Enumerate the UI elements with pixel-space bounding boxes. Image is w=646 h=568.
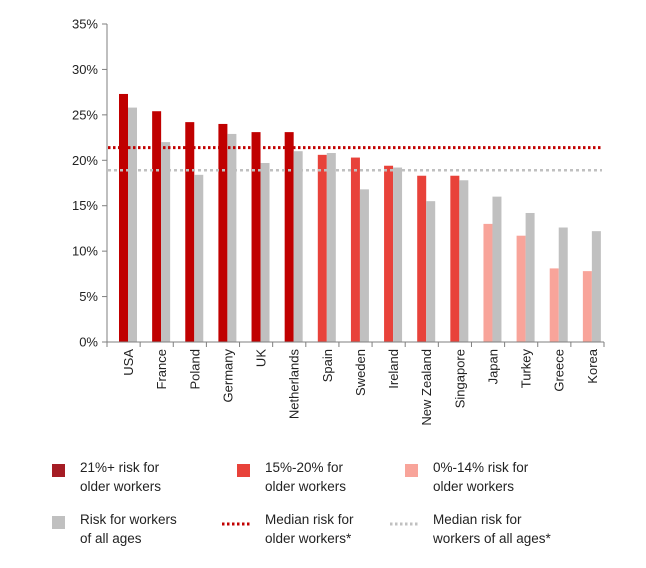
legend-item-1: 15%-20% for older workers xyxy=(237,460,346,494)
bar-all-ages-usa xyxy=(128,107,137,343)
bar-all-ages-japan xyxy=(492,196,502,342)
bar-older-greece xyxy=(549,268,559,342)
y-tick-label: 20% xyxy=(72,153,98,168)
x-tick-label-singapore: Singapore xyxy=(452,349,467,408)
legend-label: workers of all ages* xyxy=(432,531,552,546)
x-tick-label-japan: Japan xyxy=(485,349,500,384)
bar-all-ages-turkey xyxy=(525,212,535,342)
bar-older-spain xyxy=(317,154,327,342)
legend-label: of all ages xyxy=(80,531,142,546)
x-axis: USA France Poland Germany UK Netherlands Spain… xyxy=(106,341,605,426)
legend-swatch xyxy=(405,464,418,477)
legend-label: 21%+ risk for xyxy=(80,460,160,475)
bar-all-ages-france xyxy=(161,142,171,342)
bar-all-ages-korea xyxy=(591,231,601,342)
x-tick-label-sweden: Sweden xyxy=(353,349,368,396)
x-tick-label-usa: USA xyxy=(121,349,136,376)
x-tick-label-netherlands: Netherlands xyxy=(287,349,302,420)
x-tick-label-turkey: Turkey xyxy=(519,349,534,389)
legend-label: Median risk for xyxy=(433,512,522,527)
x-tick-label-new-zealand: New Zealand xyxy=(419,349,434,426)
legend-swatch xyxy=(52,464,65,477)
bar-all-ages-uk xyxy=(260,163,270,342)
bar-older-france xyxy=(152,111,162,342)
bar-older-ireland xyxy=(384,165,394,342)
x-tick-label-spain: Spain xyxy=(320,349,335,382)
legend-item-4: Median risk for older workers* xyxy=(222,512,354,546)
legend-label: 15%-20% for xyxy=(265,460,344,475)
bar-all-ages-spain xyxy=(326,153,336,342)
y-tick-label: 25% xyxy=(72,107,98,122)
bar-older-poland xyxy=(185,122,195,342)
y-tick-label: 10% xyxy=(72,244,98,259)
legend-label: Median risk for xyxy=(265,512,354,527)
bar-all-ages-sweden xyxy=(359,189,369,342)
x-tick-label-greece: Greece xyxy=(552,349,567,392)
legend: 21%+ risk for older workers 15%-20% for old… xyxy=(52,460,552,546)
bar-all-ages-germany xyxy=(227,133,237,342)
y-tick-label: 15% xyxy=(72,198,98,213)
bars xyxy=(119,93,601,343)
legend-label: Risk for workers xyxy=(80,512,177,527)
bar-older-korea xyxy=(582,271,592,342)
y-axis: 0% 5% 10% 15% 20% 25% 30% 35% xyxy=(72,17,108,350)
y-tick-label: 5% xyxy=(79,289,98,304)
bar-older-germany xyxy=(218,123,228,342)
x-tick-label-korea: Korea xyxy=(585,348,600,383)
bar-older-usa xyxy=(119,93,128,343)
legend-label: older workers xyxy=(80,479,161,494)
bar-all-ages-ireland xyxy=(393,167,403,342)
legend-swatch xyxy=(237,464,250,477)
bar-older-turkey xyxy=(516,235,526,342)
legend-label: 0%-14% risk for xyxy=(433,460,529,475)
legend-label: older workers xyxy=(265,479,346,494)
bar-older-uk xyxy=(251,132,261,342)
bar-all-ages-greece xyxy=(558,227,568,342)
legend-item-0: 21%+ risk for older workers xyxy=(52,460,161,494)
bar-all-ages-netherlands xyxy=(293,151,303,342)
y-tick-label: 35% xyxy=(72,17,98,32)
y-tick-label: 30% xyxy=(72,62,98,77)
x-tick-label-germany: Germany xyxy=(220,349,235,403)
bar-all-ages-poland xyxy=(194,174,204,342)
legend-item-2: 0%-14% risk for older workers xyxy=(405,460,529,494)
bar-older-japan xyxy=(483,223,493,342)
legend-swatch xyxy=(52,516,65,529)
bar-older-singapore xyxy=(450,175,460,342)
bar-older-netherlands xyxy=(284,132,294,342)
bar-all-ages-new-zealand xyxy=(426,201,436,342)
y-tick-label: 0% xyxy=(79,335,98,350)
legend-label: older workers* xyxy=(265,531,352,546)
legend-item-3: Risk for workers of all ages xyxy=(52,512,177,546)
bar-older-new-zealand xyxy=(417,175,427,342)
x-tick-label-france: France xyxy=(154,349,169,389)
legend-item-5: Median risk for workers of all ages* xyxy=(390,512,552,546)
bar-older-sweden xyxy=(350,157,360,342)
x-tick-label-uk: UK xyxy=(254,349,269,367)
legend-label: older workers xyxy=(433,479,514,494)
x-tick-label-poland: Poland xyxy=(187,349,202,389)
bar-all-ages-singapore xyxy=(459,180,469,342)
x-tick-label-ireland: Ireland xyxy=(386,349,401,389)
reference-lines xyxy=(108,146,602,172)
